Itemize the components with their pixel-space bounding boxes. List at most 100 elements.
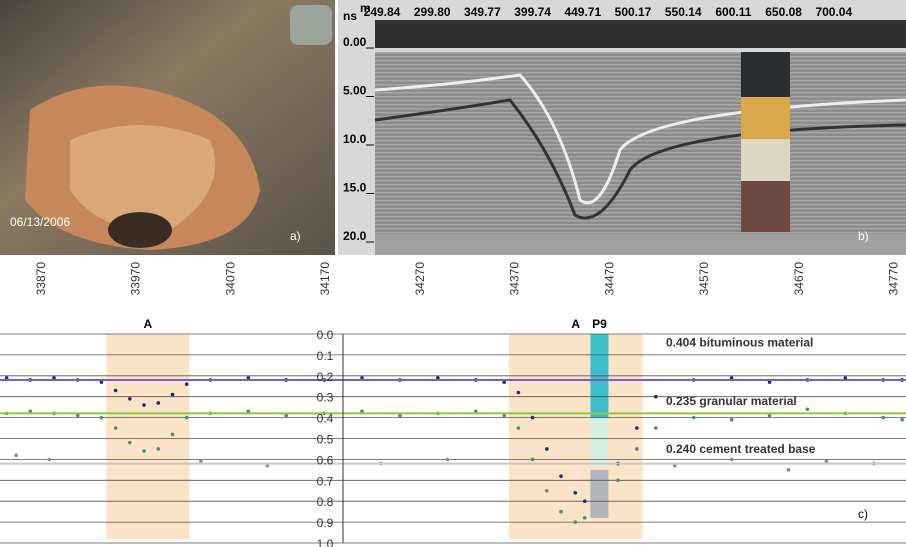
y-tick-label: 0.3 (317, 391, 334, 405)
x-tick-label: 34670 (792, 262, 806, 296)
x-tick-label: 34770 (887, 262, 901, 296)
data-point (545, 489, 549, 493)
data-point (635, 426, 639, 430)
core-label: P9 (592, 317, 607, 331)
region-label: A (571, 317, 580, 331)
data-point (128, 397, 132, 401)
material-sample (741, 181, 790, 232)
y-tick-label: 0.5 (317, 433, 334, 447)
data-point (171, 433, 175, 437)
distance-label: 550.14 (665, 5, 702, 19)
data-point (142, 403, 146, 407)
y-tick-label: 0.0 (317, 328, 334, 342)
data-point (114, 389, 118, 393)
x-tick-label: 34570 (697, 262, 711, 296)
data-point (185, 416, 189, 420)
time-unit: ns (343, 9, 357, 23)
layer-label: 0.404 bituminous material (666, 335, 813, 349)
data-point (559, 474, 563, 478)
region (509, 334, 643, 539)
distance-label: 700.04 (815, 5, 852, 19)
x-tick-label: 34470 (602, 262, 616, 296)
data-point (156, 447, 160, 451)
core-segment (590, 418, 608, 466)
data-point (185, 382, 189, 386)
data-point (156, 401, 160, 405)
data-point (531, 416, 535, 420)
material-sample (741, 139, 790, 181)
data-point (730, 458, 734, 462)
y-tick-label: 0.7 (317, 474, 334, 488)
y-tick-label: 0.2 (317, 370, 334, 384)
data-point (100, 416, 104, 420)
hole (108, 212, 172, 248)
distance-label: 249.84 (364, 5, 401, 19)
data-point (573, 491, 577, 495)
layer-label: 0.235 granular material (666, 394, 797, 408)
radargram-image (375, 52, 906, 234)
data-point (114, 426, 118, 430)
x-tick-label: 33870 (34, 262, 48, 296)
y-tick-label: 1.0 (317, 537, 334, 547)
data-point (517, 426, 521, 430)
data-point (787, 468, 791, 472)
distance-label: 650.08 (765, 5, 802, 19)
distance-label: 600.11 (715, 5, 751, 19)
data-point (692, 416, 696, 420)
x-tick-label: 34070 (223, 262, 237, 296)
distance-label: 500.17 (615, 5, 652, 19)
time-label: 15.0 (343, 181, 367, 195)
panel-label: a) (290, 229, 301, 243)
layer-label: 0.240 cement treated base (666, 442, 816, 456)
radargram-header (375, 20, 906, 48)
time-label: 10.0 (343, 132, 367, 146)
core-segment (590, 470, 608, 518)
x-tick-label: 34170 (318, 262, 332, 296)
data-point (635, 447, 639, 451)
time-label: 20.0 (343, 229, 367, 243)
distance-label: 349.77 (464, 5, 501, 19)
photo-date: 06/13/2006 (10, 215, 70, 229)
data-point (531, 458, 535, 462)
material-sample (741, 97, 790, 139)
y-tick-label: 0.6 (317, 453, 334, 467)
region (106, 334, 189, 539)
data-point (583, 499, 587, 503)
chart: c) A A P9 0.0 0.1 0.2 0.3 0.4 0.5 0.6 0.7 0.8 0.9 1.0… (0, 262, 906, 547)
data-point (881, 416, 885, 420)
data-point (654, 426, 658, 430)
data-point (806, 407, 810, 411)
data-point (545, 447, 549, 451)
photo-panel: 06/13/2006 a) (0, 0, 335, 255)
y-tick-label: 0.1 (317, 349, 334, 363)
data-point (128, 441, 132, 445)
distance-label: 299.80 (414, 5, 451, 19)
radargram-panel: ns m b) 249.84299.80349.77399.74449.7150… (338, 0, 906, 255)
figure: 06/13/2006 a) ns m b) 249.84299.80349.77… (0, 0, 906, 547)
y-tick-label: 0.9 (317, 516, 334, 530)
data-point (654, 395, 658, 399)
material-sample (741, 52, 790, 97)
data-point (47, 458, 51, 462)
panel-label: b) (858, 229, 869, 243)
data-point (142, 449, 146, 453)
data-point (446, 458, 450, 462)
figure-svg: 06/13/2006 a) ns m b) 249.84299.80349.77… (0, 0, 906, 547)
time-label: 0.00 (343, 35, 367, 49)
region-label: A (144, 317, 153, 331)
panel-label: c) (858, 507, 868, 521)
y-tick-label: 0.4 (317, 412, 334, 426)
data-point (900, 418, 904, 422)
x-tick-label: 34370 (508, 262, 522, 296)
data-point (616, 479, 620, 483)
time-label: 5.00 (343, 84, 367, 98)
radargram-base (375, 234, 906, 255)
data-point (14, 453, 18, 457)
data-point (517, 391, 521, 395)
y-tick-label: 0.8 (317, 495, 334, 509)
jar (290, 5, 332, 45)
distance-label: 399.74 (514, 5, 551, 19)
data-point (583, 516, 587, 520)
data-point (171, 393, 175, 397)
x-tick-label: 33970 (129, 262, 143, 296)
